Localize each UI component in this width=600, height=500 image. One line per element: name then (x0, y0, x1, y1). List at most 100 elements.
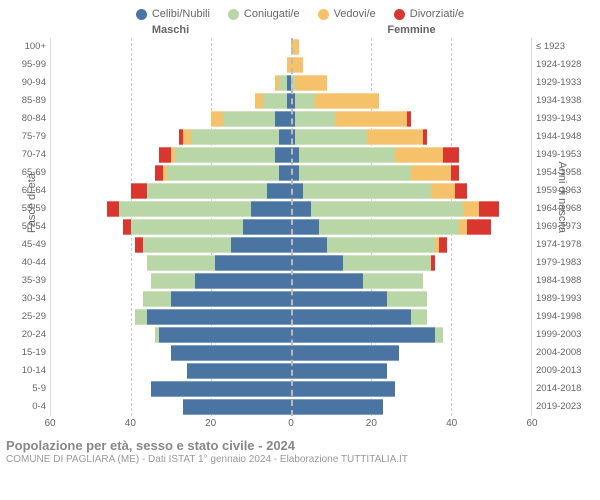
birth-label: 1999-2003 (536, 326, 594, 344)
bar-segment (387, 291, 427, 307)
birth-label: 1994-1998 (536, 308, 594, 326)
bar-segment (151, 381, 291, 397)
bar-segment (479, 201, 499, 217)
bar-segment (295, 111, 335, 127)
bar-segment (335, 111, 407, 127)
female-bars (291, 75, 531, 91)
center-line (291, 38, 293, 416)
bar-segment (407, 111, 411, 127)
bar-segment (275, 147, 291, 163)
bar-segment (431, 255, 435, 271)
chart-title: Popolazione per età, sesso e stato civil… (6, 438, 594, 453)
legend-swatch (136, 9, 147, 20)
legend-item: Coniugati/e (228, 8, 300, 20)
age-label: 100+ (6, 38, 46, 56)
age-label: 0-4 (6, 398, 46, 416)
y-axis-title-right: Anni di nascita (556, 161, 568, 233)
bar-segment (295, 129, 367, 145)
bar-segment (291, 219, 319, 235)
bar-segment (231, 237, 291, 253)
bar-segment (183, 399, 291, 415)
bar-segment (303, 183, 431, 199)
age-label: 80-84 (6, 110, 46, 128)
bar-segment (151, 273, 195, 289)
legend-label: Vedovi/e (334, 8, 376, 20)
bar-segment (291, 201, 311, 217)
age-label: 40-44 (6, 254, 46, 272)
male-bars (51, 291, 291, 307)
birth-label: ≤ 1923 (536, 38, 594, 56)
age-label: 25-29 (6, 308, 46, 326)
birth-label: 1924-1928 (536, 56, 594, 74)
bar-segment (143, 237, 231, 253)
female-bars (291, 273, 531, 289)
male-bars (51, 75, 291, 91)
male-bars (51, 237, 291, 253)
male-bars (51, 93, 291, 109)
bar-segment (435, 327, 443, 343)
age-label: 35-39 (6, 272, 46, 290)
birth-label: 1979-1983 (536, 254, 594, 272)
age-label: 15-19 (6, 344, 46, 362)
bar-segment (123, 219, 131, 235)
bar-segment (159, 327, 291, 343)
birth-label: 1939-1943 (536, 110, 594, 128)
x-tick: 60 (44, 418, 55, 429)
bar-segment (147, 183, 267, 199)
male-bars (51, 129, 291, 145)
x-tick: 20 (205, 418, 216, 429)
bar-segment (315, 93, 379, 109)
chart-subtitle: COMUNE DI PAGLIARA (ME) - Dati ISTAT 1° … (6, 454, 594, 465)
bar-segment (223, 111, 275, 127)
bar-segment (159, 147, 171, 163)
age-label: 90-94 (6, 74, 46, 92)
male-bars (51, 345, 291, 361)
y-axis-title-left: Fasce di età (26, 173, 38, 233)
legend-item: Vedovi/e (318, 8, 376, 20)
age-label: 75-79 (6, 128, 46, 146)
female-bars (291, 111, 531, 127)
birth-label: 1984-1988 (536, 272, 594, 290)
male-bars (51, 399, 291, 415)
bar-segment (295, 93, 315, 109)
female-bars (291, 363, 531, 379)
bar-segment (171, 291, 291, 307)
female-bars (291, 309, 531, 325)
male-bars (51, 309, 291, 325)
female-bars (291, 129, 531, 145)
bar-segment (455, 183, 467, 199)
male-bars (51, 39, 291, 55)
bar-segment (255, 93, 263, 109)
bar-segment (279, 129, 291, 145)
female-bars (291, 255, 531, 271)
bar-segment (291, 291, 387, 307)
legend-label: Divorziati/e (410, 8, 464, 20)
top-labels: Maschi Femmine (6, 24, 594, 36)
bar-segment (183, 129, 191, 145)
age-label: 70-74 (6, 146, 46, 164)
bar-segment (167, 165, 279, 181)
bar-segment (175, 147, 275, 163)
male-bars (51, 381, 291, 397)
birth-label: 2014-2018 (536, 380, 594, 398)
age-label: 95-99 (6, 56, 46, 74)
male-bars (51, 147, 291, 163)
legend-swatch (228, 9, 239, 20)
bar-segment (135, 237, 143, 253)
birth-label: 1944-1948 (536, 128, 594, 146)
birth-label: 1934-1938 (536, 92, 594, 110)
age-label: 45-49 (6, 236, 46, 254)
male-bars (51, 327, 291, 343)
x-tick: 0 (288, 418, 294, 429)
bar-segment (299, 147, 395, 163)
bar-segment (171, 345, 291, 361)
bar-segment (311, 201, 463, 217)
bar-segment (395, 147, 443, 163)
female-bars (291, 345, 531, 361)
female-bars (291, 183, 531, 199)
bar-segment (131, 183, 147, 199)
male-label: Maschi (50, 24, 291, 36)
bar-segment (119, 201, 251, 217)
female-bars (291, 381, 531, 397)
bar-segment (459, 219, 467, 235)
